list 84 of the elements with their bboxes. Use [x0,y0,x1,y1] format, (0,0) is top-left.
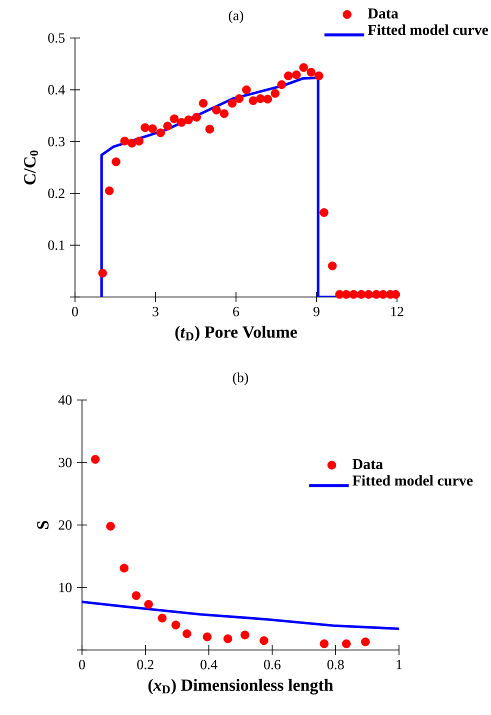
point [240,630,250,640]
point [364,290,373,299]
y-tick-label: 0.2 [48,188,64,198]
legend-label: Data [368,8,398,18]
x-axis-title: (x$_{D}$) Dimensionless length [148,678,334,694]
point [342,639,351,648]
point [184,115,193,124]
point [120,564,129,573]
chart-title: (b) [232,372,248,386]
x-tick-label: 12 [391,306,404,316]
point [263,94,272,104]
point [170,114,179,124]
x-tick-label: 0.8 [327,660,344,670]
point [220,109,229,118]
point [320,208,328,217]
x-axis-title: (t$_{D}$) Pore Volume [175,326,297,342]
point [342,290,351,299]
point [127,138,136,148]
point [242,85,251,94]
line-series [82,600,400,630]
x-tick-label: 0 [79,660,85,670]
legend-label: Data [352,459,383,470]
point [356,290,366,299]
point [234,94,244,104]
point [163,122,172,130]
y-tick-label: 0.3 [48,136,65,146]
x-tick-label: 3 [152,306,158,316]
point [192,112,201,122]
point [299,63,308,72]
point [148,124,157,134]
point [205,124,214,134]
legend-label: Fitted model curve [368,24,488,36]
x-tick-label: 0.2 [137,660,154,670]
point [144,600,153,609]
legend-label: Fitted model curve [352,475,473,486]
point [132,591,141,600]
point [228,98,237,108]
point [328,262,337,270]
point [106,522,115,531]
y-tick-label: 30 [58,458,72,468]
point [171,620,180,630]
point [182,629,192,638]
x-tick-label: 0.4 [200,660,218,670]
y-tick-label: 0.5 [48,33,65,43]
x-tick-label: 6 [233,306,240,316]
point [98,268,108,278]
point [361,637,370,646]
point [306,68,316,77]
y-tick-label: 40 [58,395,72,405]
y-axis-title: S [37,520,49,529]
point [177,118,186,127]
y-tick-label: 0.1 [48,240,64,250]
y-tick-label: 20 [58,520,72,530]
point [284,71,293,80]
point [202,632,212,642]
point [156,128,165,138]
point [270,89,280,98]
point [292,70,301,80]
y-axis-title: C/C$_{0}$ [24,150,38,185]
point [223,634,232,644]
point [120,136,130,146]
point [212,106,221,114]
point [112,157,120,166]
y-tick-label: 10 [59,582,72,592]
x-tick-label: 0.6 [264,660,281,670]
point [378,290,388,299]
x-tick-label: 9 [313,306,320,316]
point [158,614,167,623]
point [260,636,268,646]
x-tick-label: 1 [396,660,402,670]
point [248,96,258,106]
point [349,290,358,299]
point [256,94,265,104]
x-tick-label: 0 [72,306,78,316]
point [198,98,208,108]
point [104,186,114,196]
y-tick-label: 0.4 [48,85,65,95]
point [134,136,144,146]
point [314,71,324,80]
point [320,639,329,648]
chart-title: (a) [228,10,244,24]
point [277,80,286,90]
point [140,123,150,132]
point [90,454,100,464]
